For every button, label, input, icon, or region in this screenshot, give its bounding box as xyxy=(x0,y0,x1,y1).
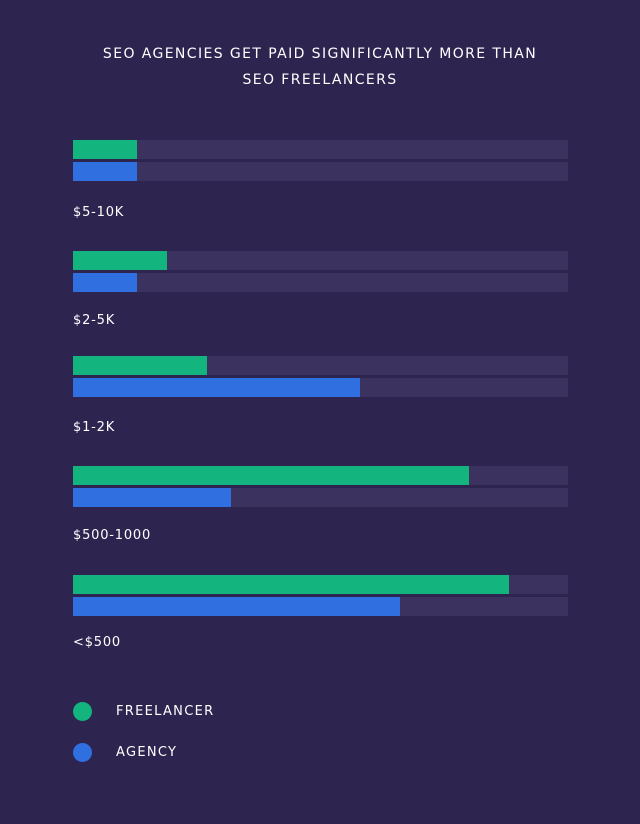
bar-track-agency xyxy=(73,273,568,292)
category-label: $5-10K xyxy=(73,205,125,220)
bar-freelancer xyxy=(73,251,167,270)
category-label: $2-5K xyxy=(73,313,116,328)
legend-item-agency: AGENCY xyxy=(73,742,176,762)
bar-group-5: <$500 xyxy=(73,575,568,675)
bar-track-freelancer xyxy=(73,575,568,594)
bar-agency xyxy=(73,378,360,397)
bar-freelancer xyxy=(73,575,509,594)
bar-group-3: $1-2K xyxy=(73,356,568,456)
bar-track-freelancer xyxy=(73,356,568,375)
bar-track-agency xyxy=(73,597,568,616)
bar-freelancer xyxy=(73,466,469,485)
bar-group-1: $5-10K xyxy=(73,140,568,240)
bar-group-2: $2-5K xyxy=(73,251,568,351)
bar-agency xyxy=(73,162,137,181)
bar-track-freelancer xyxy=(73,251,568,270)
bar-agency xyxy=(73,273,137,292)
chart-title: SEO AGENCIES GET PAID SIGNIFICANTLY MORE… xyxy=(0,41,640,93)
legend-item-freelancer: FREELANCER xyxy=(73,701,213,721)
bar-track-agency xyxy=(73,488,568,507)
chart-title-line-2: SEO FREELANCERS xyxy=(242,72,398,88)
legend-label-agency: AGENCY xyxy=(116,744,178,760)
legend-swatch-agency xyxy=(73,742,92,762)
bar-freelancer xyxy=(73,140,137,159)
legend-swatch-freelancer xyxy=(73,701,92,721)
bar-agency xyxy=(73,597,400,616)
chart-title-line-1: SEO AGENCIES GET PAID SIGNIFICANTLY MORE… xyxy=(102,46,538,62)
category-label: <$500 xyxy=(73,635,121,650)
bar-agency xyxy=(73,488,231,507)
legend-label-freelancer: FREELANCER xyxy=(116,703,215,719)
category-label: $1-2K xyxy=(73,420,116,435)
bar-track-agency xyxy=(73,378,568,397)
bar-track-freelancer xyxy=(73,466,568,485)
category-label: $500-1000 xyxy=(73,528,152,543)
bar-track-agency xyxy=(73,162,568,181)
bar-group-4: $500-1000 xyxy=(73,466,568,566)
bar-track-freelancer xyxy=(73,140,568,159)
bar-freelancer xyxy=(73,356,207,375)
